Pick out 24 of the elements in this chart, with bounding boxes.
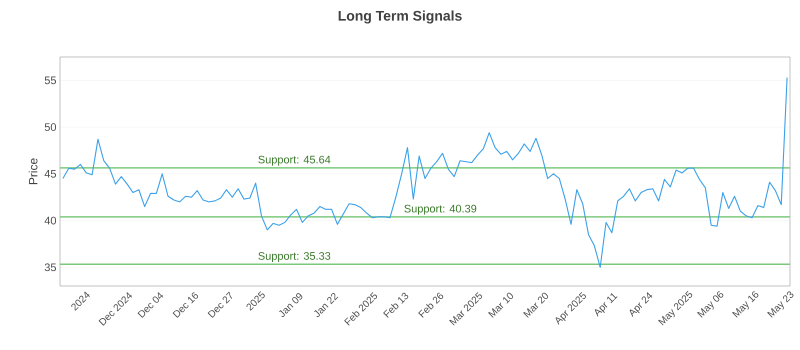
y-tick-label: 40 bbox=[44, 216, 56, 224]
ref-line-label: Support: 45.64 bbox=[258, 156, 330, 166]
x-tick-label: Jan 09 bbox=[279, 293, 302, 318]
chart-title: Long Term Signals bbox=[338, 10, 462, 24]
x-tick-label: Feb 13 bbox=[383, 292, 408, 318]
x-tick-label: Mar 10 bbox=[488, 292, 514, 318]
y-tick-label: 55 bbox=[44, 76, 56, 84]
y-tick-label: 35 bbox=[44, 263, 56, 272]
x-tick-label: Dec 27 bbox=[208, 292, 232, 318]
x-tick-label: Mar 20 bbox=[523, 292, 548, 318]
x-tick-label: May 16 bbox=[732, 291, 758, 318]
y-axis-title: Price bbox=[28, 158, 38, 184]
ref-line-label: Support: 35.33 bbox=[258, 252, 330, 262]
y-tick-label: 45 bbox=[44, 170, 56, 178]
y-tick-label: 50 bbox=[44, 123, 56, 131]
x-tick-label: May 06 bbox=[697, 291, 724, 318]
x-tick-label: Apr 11 bbox=[594, 293, 618, 317]
x-tick-label: May 23 bbox=[767, 291, 794, 318]
ref-line-label: Support: 40.39 bbox=[404, 204, 476, 215]
x-tick-label: Dec 04 bbox=[138, 292, 164, 318]
x-tick-label: Dec 16 bbox=[172, 292, 198, 318]
x-tick-label: Feb 26 bbox=[418, 292, 444, 318]
x-tick-label: Jan 22 bbox=[314, 293, 338, 318]
x-tick-label: Apr 24 bbox=[630, 292, 652, 317]
